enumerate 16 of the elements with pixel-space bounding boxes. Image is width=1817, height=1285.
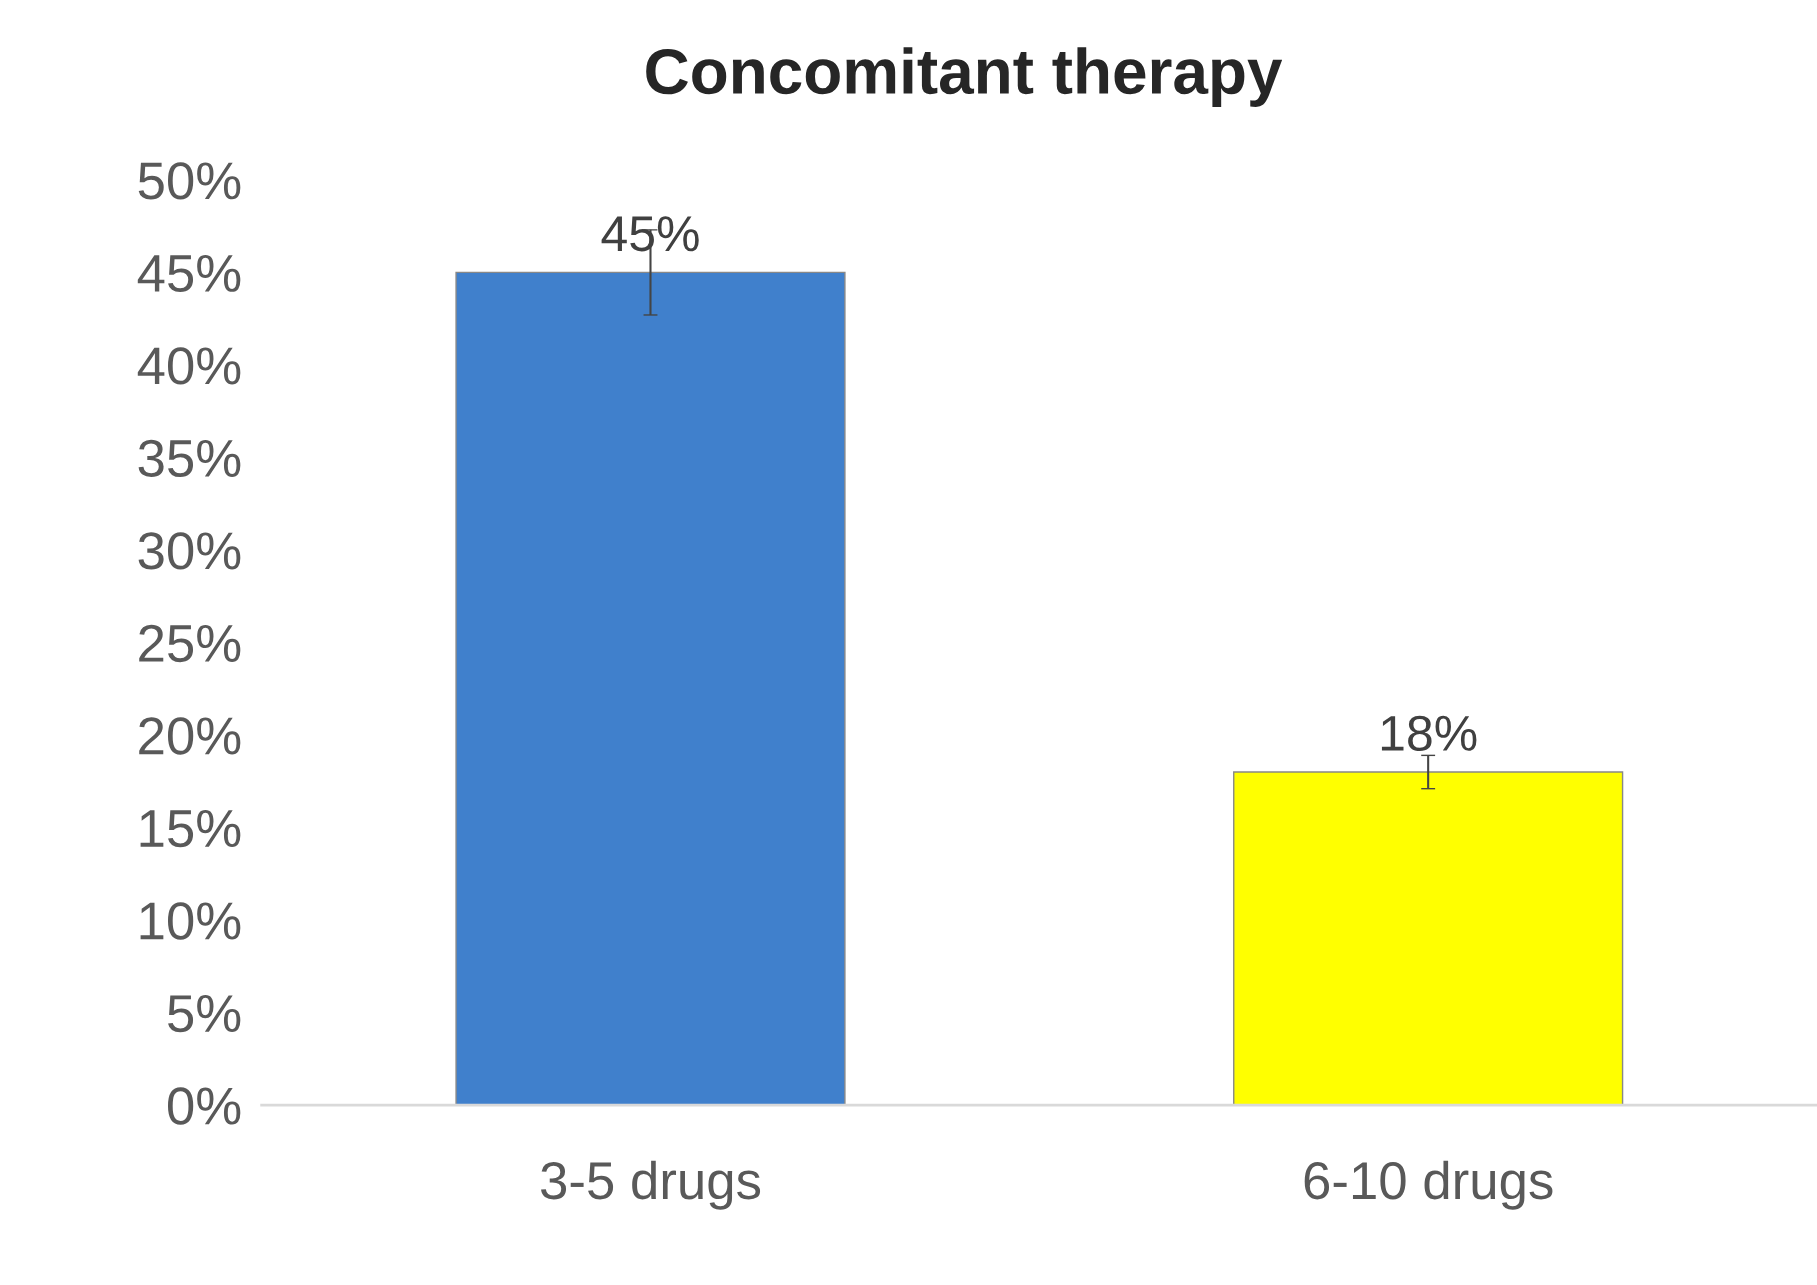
y-tick-label: 40% [137,347,241,385]
data-label: 18% [1381,715,1477,752]
y-tick-label: 10% [140,902,241,940]
chart-title: Concomitant therapy [646,47,1283,107]
data-label: 45% [601,216,699,252]
y-tick-label: 0% [167,1087,241,1125]
x-tick-label: 3-5 drugs [541,1160,761,1210]
y-tick-label: 5% [168,995,241,1033]
y-tick-label: 25% [139,624,241,663]
y-tick-label: 30% [138,532,241,570]
y-tick-label: 35% [138,439,241,478]
y-tick-label: 50% [138,162,241,200]
y-tick-label: 45% [137,254,241,293]
x-tick-label: 6-10 drugs [1304,1160,1553,1210]
y-tick-label: 20% [139,717,241,755]
y-tick-label: 15% [140,810,241,848]
